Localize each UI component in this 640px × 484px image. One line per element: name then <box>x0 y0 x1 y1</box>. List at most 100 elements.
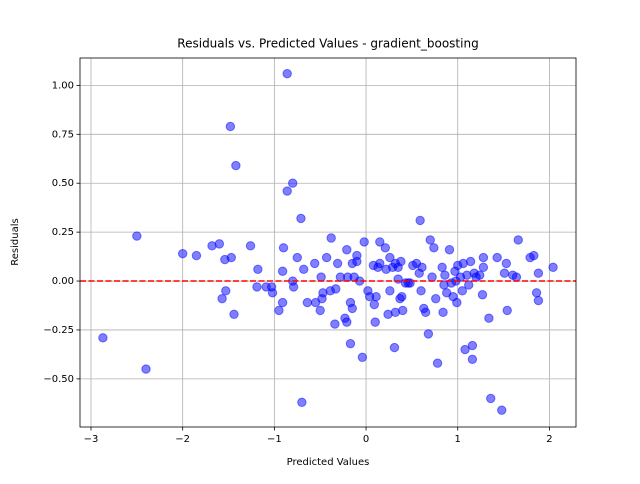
point <box>502 305 512 316</box>
point <box>369 299 379 310</box>
point <box>501 258 512 269</box>
point <box>431 293 441 304</box>
point <box>425 235 435 245</box>
point <box>420 307 431 318</box>
point <box>98 333 108 343</box>
point <box>331 284 341 294</box>
point <box>221 286 231 296</box>
point <box>316 272 326 282</box>
point <box>326 233 336 243</box>
point <box>299 264 309 275</box>
point <box>292 252 302 263</box>
point <box>444 245 455 255</box>
point <box>548 262 558 273</box>
point <box>231 160 241 171</box>
point <box>278 243 289 253</box>
point <box>371 291 381 302</box>
point <box>405 278 415 288</box>
point <box>511 272 522 282</box>
point <box>438 307 448 318</box>
point <box>398 305 408 316</box>
point <box>321 252 332 263</box>
point <box>429 243 439 253</box>
point <box>217 293 227 304</box>
point <box>375 237 385 247</box>
point <box>132 231 142 241</box>
point <box>531 288 542 298</box>
point <box>288 282 299 292</box>
point <box>417 262 427 273</box>
point <box>397 291 407 302</box>
point <box>533 295 544 306</box>
point <box>396 256 406 267</box>
point <box>214 239 225 249</box>
x-tick-label: 0 <box>363 434 369 445</box>
point <box>465 256 476 267</box>
point <box>332 258 343 269</box>
x-tick-label: 2 <box>546 434 552 445</box>
point <box>486 393 496 404</box>
point <box>288 178 298 188</box>
x-tick-label: −3 <box>84 434 99 445</box>
point <box>467 340 478 351</box>
point <box>245 241 256 251</box>
point <box>177 248 188 259</box>
point <box>499 268 510 278</box>
point <box>513 235 523 245</box>
x-tick-label: 1 <box>455 434 461 445</box>
point <box>310 258 320 269</box>
y-tick-label: 0.75 <box>52 129 74 140</box>
point <box>342 245 352 255</box>
point <box>385 286 395 296</box>
point <box>478 262 489 273</box>
point <box>347 303 357 314</box>
point <box>345 338 356 349</box>
point <box>478 252 489 263</box>
point <box>529 250 539 261</box>
point <box>274 305 284 316</box>
point <box>282 68 292 79</box>
point <box>437 262 447 273</box>
y-tick-label: 0.00 <box>52 276 74 287</box>
point <box>533 268 544 278</box>
point <box>457 286 468 296</box>
point <box>415 215 425 226</box>
point <box>464 280 474 290</box>
point <box>423 329 434 339</box>
axes-frame <box>79 57 577 428</box>
y-tick-label: 1.00 <box>52 80 74 91</box>
x-axis-label: Predicted Values <box>287 457 370 468</box>
point <box>252 282 262 292</box>
point <box>191 250 202 261</box>
y-tick-label: 0.50 <box>52 178 74 189</box>
point <box>492 252 502 263</box>
point <box>296 213 306 224</box>
point <box>302 297 313 308</box>
point <box>359 237 369 247</box>
point <box>282 186 292 196</box>
point <box>225 121 236 132</box>
y-tick-label: −0.50 <box>43 374 74 385</box>
point <box>253 264 263 275</box>
point <box>229 309 239 320</box>
point <box>370 317 380 327</box>
point <box>475 270 485 280</box>
point <box>427 272 437 282</box>
point <box>385 252 395 263</box>
point <box>277 297 288 308</box>
point <box>440 270 450 280</box>
point <box>315 305 325 316</box>
y-tick-label: −0.25 <box>43 325 74 336</box>
point <box>297 397 307 408</box>
y-axis-label: Residuals <box>10 218 21 265</box>
x-tick-label: −2 <box>175 434 190 445</box>
point <box>141 364 151 374</box>
x-tick-label: −1 <box>267 434 282 445</box>
point <box>467 354 478 365</box>
point <box>497 405 507 415</box>
point <box>352 256 362 267</box>
point <box>416 286 426 296</box>
point <box>477 290 488 300</box>
